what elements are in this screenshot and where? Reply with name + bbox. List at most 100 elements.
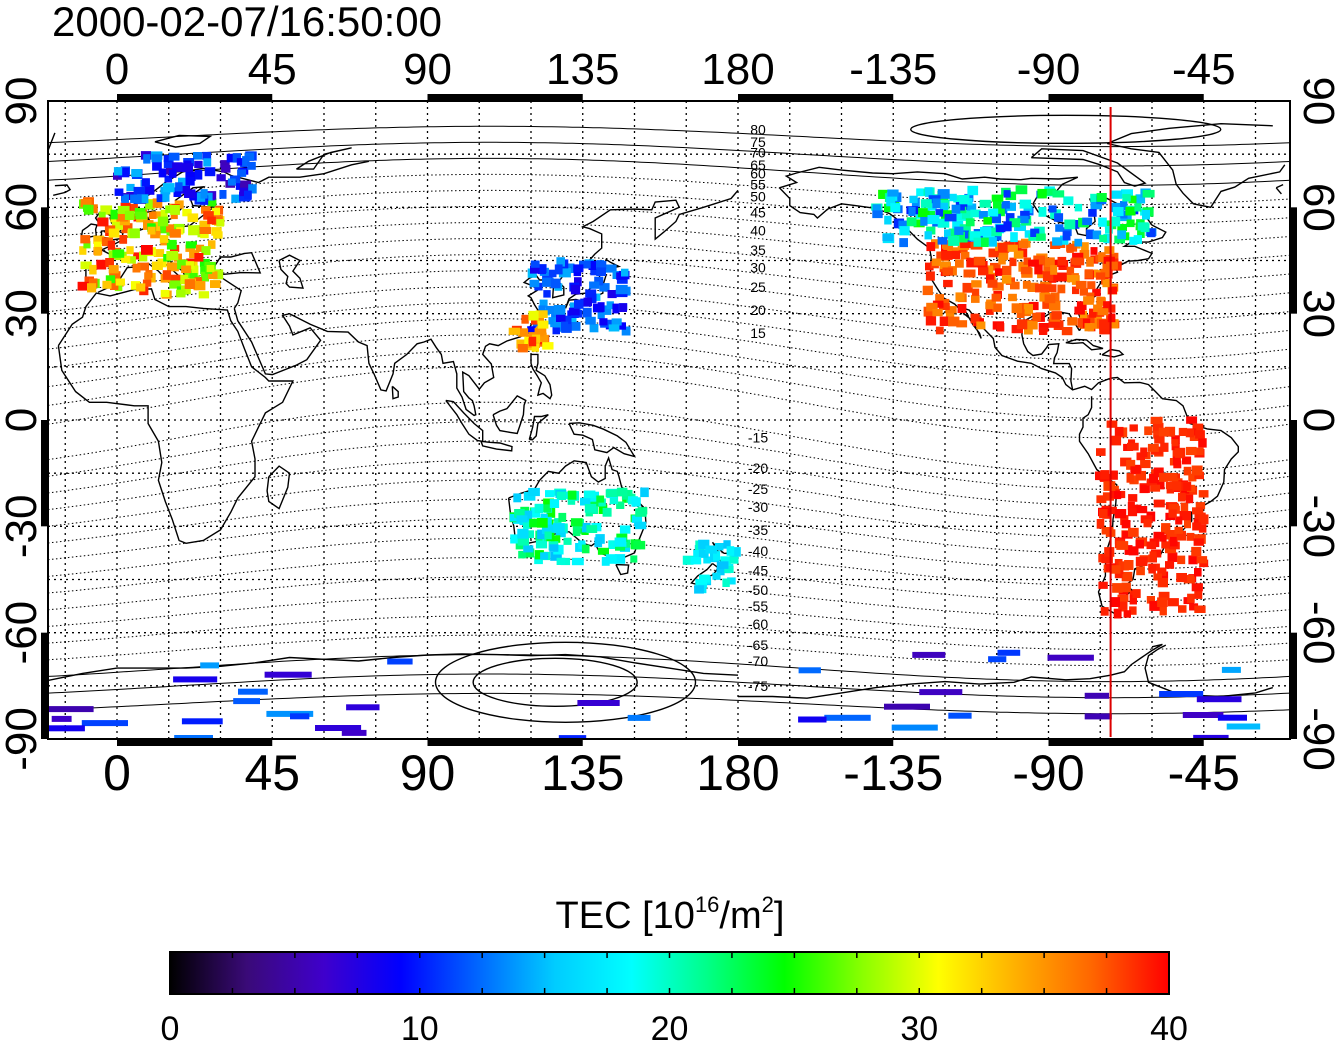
tec-cell bbox=[989, 213, 1001, 224]
tec-cell bbox=[1148, 564, 1156, 574]
tec-cell bbox=[1001, 201, 1010, 209]
tec-cell bbox=[157, 216, 169, 227]
tec-cell bbox=[550, 551, 562, 561]
tec-cell bbox=[168, 169, 177, 178]
tec-cell bbox=[1072, 252, 1084, 262]
tec-cell bbox=[553, 317, 563, 328]
tec-cell bbox=[898, 220, 909, 230]
tec-cell bbox=[162, 183, 175, 193]
maglat-contour bbox=[48, 366, 1290, 439]
tec-cell bbox=[961, 210, 973, 219]
tec-cell bbox=[1166, 485, 1174, 494]
tec-cell bbox=[1002, 265, 1012, 276]
tec-cell bbox=[1122, 194, 1131, 202]
tec-cell bbox=[969, 231, 981, 241]
maglat-contour bbox=[48, 557, 1290, 602]
tec-cell bbox=[948, 712, 972, 719]
tec-cell bbox=[1182, 456, 1192, 465]
tec-cell bbox=[48, 706, 94, 713]
tec-cell bbox=[554, 264, 563, 275]
tec-cell bbox=[48, 725, 85, 732]
frame-tick-bar bbox=[738, 94, 894, 101]
tec-cell bbox=[556, 257, 565, 267]
tec-cell bbox=[1154, 435, 1165, 444]
tec-cell bbox=[949, 193, 957, 202]
tec-cell bbox=[108, 228, 120, 238]
maglat-label: -60 bbox=[748, 616, 768, 632]
maglat-label: 55 bbox=[750, 176, 766, 192]
tec-cell bbox=[1050, 265, 1058, 275]
maglat-label: 75 bbox=[750, 134, 766, 150]
tec-cell bbox=[121, 255, 131, 263]
tec-cell bbox=[1011, 303, 1022, 314]
tec-cell bbox=[1079, 249, 1090, 259]
tec-cell bbox=[1044, 294, 1056, 304]
tec-cell bbox=[724, 565, 734, 573]
tec-cell bbox=[932, 198, 941, 209]
africa-outline bbox=[57, 288, 295, 545]
tec-cell bbox=[513, 493, 522, 503]
tec-cell bbox=[166, 239, 177, 250]
tec-cell bbox=[994, 268, 1003, 276]
tec-cell bbox=[891, 724, 938, 731]
maglat-label: 70 bbox=[750, 144, 766, 160]
tec-cell bbox=[596, 267, 606, 276]
tec-cell bbox=[1126, 473, 1134, 483]
tec-cell bbox=[1066, 266, 1075, 276]
tec-cell bbox=[141, 178, 150, 187]
tec-cell bbox=[143, 154, 151, 164]
tec-cell bbox=[130, 281, 141, 290]
tec-cell bbox=[509, 514, 519, 522]
tec-cell bbox=[1143, 519, 1152, 528]
tec-cell bbox=[1096, 297, 1106, 306]
tec-cell bbox=[1090, 193, 1099, 202]
tec-cell bbox=[1134, 203, 1142, 212]
tec-cell bbox=[80, 261, 92, 270]
tec-cell bbox=[1110, 597, 1120, 607]
tec-cell bbox=[178, 177, 189, 186]
tec-cell bbox=[945, 310, 955, 320]
top-lon-tick-label: 180 bbox=[701, 45, 774, 94]
tec-cell bbox=[200, 266, 210, 275]
tec-cell bbox=[570, 284, 581, 295]
tec-cell bbox=[571, 557, 584, 566]
tec-cell bbox=[983, 217, 992, 225]
tec-cell bbox=[266, 710, 314, 717]
tec-cell bbox=[616, 487, 628, 497]
frame-tick-bar bbox=[1290, 420, 1297, 527]
tec-cell bbox=[722, 578, 730, 587]
tec-cell bbox=[537, 529, 549, 540]
tec-cell bbox=[1023, 257, 1031, 265]
tec-cell bbox=[723, 540, 731, 549]
tec-cell bbox=[1108, 286, 1117, 295]
tec-cell bbox=[94, 246, 102, 256]
tec-cell bbox=[97, 217, 109, 227]
tec-cell bbox=[948, 236, 960, 246]
maglat-contour bbox=[48, 479, 1290, 538]
tec-cell bbox=[124, 210, 135, 220]
colorbar-label: TEC [1016/m2] bbox=[556, 892, 785, 937]
tec-cell bbox=[899, 238, 908, 248]
tec-cell bbox=[705, 545, 717, 554]
tec-cell bbox=[1066, 275, 1078, 283]
tec-cell bbox=[530, 260, 540, 268]
bottom-lon-tick-label: 90 bbox=[400, 745, 456, 801]
tec-cell bbox=[951, 204, 961, 214]
colorbar-tick-label: 30 bbox=[900, 1010, 938, 1042]
tec-cell bbox=[726, 546, 735, 556]
tec-cell bbox=[906, 217, 917, 227]
tec-cell bbox=[618, 322, 626, 330]
tec-cell bbox=[1126, 219, 1135, 228]
tec-cell bbox=[798, 716, 827, 723]
tec-cell bbox=[194, 225, 205, 233]
tec-cell bbox=[1159, 534, 1167, 542]
tec-cell bbox=[517, 344, 528, 353]
tec-cell bbox=[185, 241, 197, 249]
tec-cell bbox=[239, 180, 252, 190]
tec-cell bbox=[1048, 318, 1060, 328]
tec-cell bbox=[543, 290, 551, 298]
tec-cell bbox=[944, 213, 957, 222]
tec-cell bbox=[1149, 551, 1157, 562]
tec-cell bbox=[1087, 314, 1095, 324]
tec-cell bbox=[555, 529, 566, 538]
